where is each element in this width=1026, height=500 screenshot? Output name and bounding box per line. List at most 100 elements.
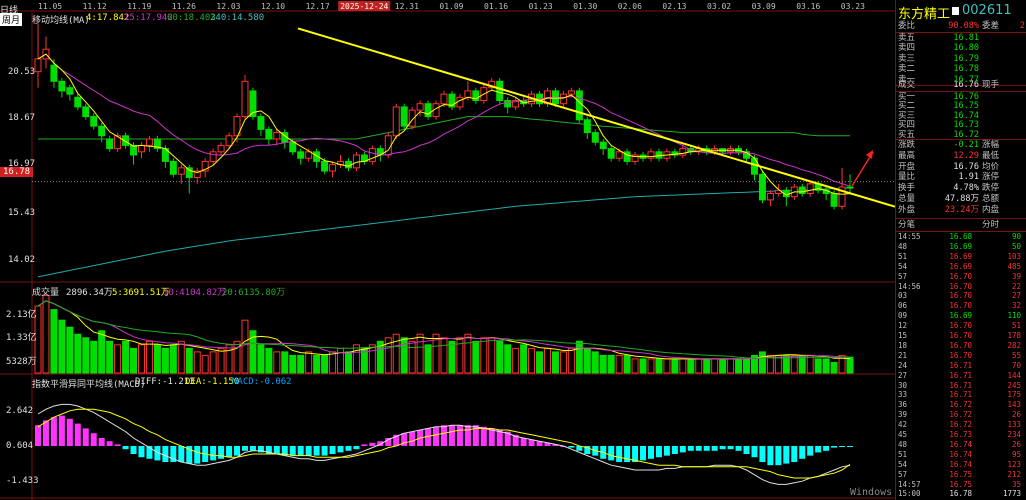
- macd-dea-line: [37, 408, 851, 479]
- chart-svg: 11.05 11.12 11.19 11.26 12.03 12.10 12.17 2025-…: [0, 0, 896, 500]
- kline-chart-area[interactable]: 11.05 11.12 11.19 11.26 12.03 12.10 12.17 2025-…: [0, 0, 896, 500]
- ma240-value: 240:14.580: [210, 13, 265, 23]
- volume-bar: [424, 344, 432, 374]
- macd-bar: [536, 441, 543, 446]
- volume-bar: [90, 340, 98, 374]
- candle-body: [368, 148, 376, 162]
- macd-bar: [520, 438, 527, 446]
- ticks-header[interactable]: 分笔 分时: [898, 220, 1000, 230]
- macd-bar: [353, 446, 360, 450]
- candle-body: [313, 151, 321, 162]
- ma60-line: [38, 116, 850, 140]
- candle-body: [607, 148, 615, 159]
- bid-row: 买二 16.75: [898, 101, 979, 112]
- volume-bar: [806, 354, 814, 374]
- macd-bar: [361, 444, 368, 446]
- date-label: 01.16: [484, 2, 508, 11]
- volume-bar: [114, 344, 122, 374]
- candle-body: [50, 64, 58, 82]
- macd-bar: [377, 441, 384, 446]
- macd-bar: [74, 423, 81, 446]
- y-tick: 14.02: [8, 255, 36, 265]
- volume-y-tick: 5328万: [6, 357, 37, 367]
- ask-row: 卖一 16.77: [898, 74, 979, 85]
- candle-body: [679, 148, 687, 156]
- macd-bar: [727, 446, 734, 450]
- volume-bar: [591, 351, 599, 374]
- ma60-value: 60:18.403: [167, 13, 216, 23]
- ma240-line: [37, 187, 851, 278]
- macd-bar: [743, 446, 750, 454]
- macd-dea: DEA:-1.150: [185, 377, 240, 387]
- volume-bar: [536, 351, 544, 374]
- macd-bar: [226, 446, 233, 458]
- date-label: 2025-12-24: [340, 2, 388, 11]
- macd-bar: [544, 442, 551, 446]
- macd-bar: [210, 446, 217, 461]
- volume-bar: [743, 358, 751, 374]
- bid-row: 买四 16.73: [898, 120, 979, 131]
- candle-body: [440, 93, 448, 105]
- volume-bar: [297, 354, 305, 374]
- period-label[interactable]: 日线: [0, 6, 19, 16]
- volume-bar: [289, 354, 297, 374]
- volume-ma20-line: [37, 300, 851, 359]
- tick-row: 33 16.71 175: [898, 390, 1021, 400]
- tick-row: 48 16.74 26: [898, 439, 1021, 449]
- volume-bar: [82, 337, 90, 374]
- tick-row: 51 16.74 95: [898, 449, 1021, 459]
- candle-body: [392, 106, 400, 137]
- macd-bar: [66, 418, 73, 446]
- macd-bar: [719, 446, 726, 450]
- date-label: 03.09: [752, 2, 776, 11]
- candle-body: [384, 135, 392, 156]
- macd-bar: [329, 446, 336, 454]
- macd-bar: [170, 446, 177, 462]
- volume-bar: [273, 351, 281, 374]
- candle-body: [241, 80, 249, 118]
- tick-row: 12 16.70 51: [898, 321, 1021, 331]
- volume-bar: [711, 358, 719, 374]
- macd-bar: [234, 446, 241, 456]
- volume-bar: [695, 358, 703, 374]
- macd-bar: [178, 446, 185, 462]
- macd-bar: [655, 446, 662, 458]
- volume-bar: [703, 358, 711, 374]
- volume-bar: [607, 354, 615, 374]
- volume-bar: [209, 351, 217, 374]
- candle-body: [591, 132, 599, 143]
- candle-body: [153, 138, 161, 150]
- macd-bar: [624, 446, 631, 462]
- current-price-tag: 16.78: [0, 167, 34, 177]
- candle-body: [249, 90, 257, 118]
- macd-bar: [472, 425, 479, 446]
- candle-body: [90, 116, 98, 127]
- macd-bar: [337, 446, 344, 453]
- macd-bar: [847, 446, 853, 447]
- tick-row: 45 16.73 234: [898, 430, 1021, 439]
- macd-bar: [249, 446, 256, 451]
- candle-body: [830, 192, 838, 207]
- volume-bar: [520, 344, 528, 374]
- candle-body: [655, 151, 663, 159]
- volume-bar: [727, 358, 735, 374]
- candle-body: [631, 154, 639, 162]
- volume-bar: [137, 344, 145, 374]
- macd-bar: [106, 441, 113, 446]
- candle-body: [766, 192, 774, 201]
- macd-y-tick: -1.433: [6, 476, 39, 486]
- volume-bar: [790, 354, 798, 374]
- date-label: 01.30: [573, 2, 597, 11]
- macd-bar: [138, 446, 145, 458]
- period-tab[interactable]: 周月: [0, 13, 23, 26]
- candle-body: [472, 90, 480, 102]
- macd-value: MACD:-0.062: [232, 377, 292, 387]
- stat-row: 开盘 16.76 均价: [898, 161, 1000, 172]
- volume-bar: [567, 347, 575, 374]
- volume-bar: [599, 354, 607, 374]
- volume-bar: [305, 351, 313, 374]
- volume-bar: [488, 337, 496, 374]
- macd-bar: [775, 446, 782, 466]
- macd-bar: [50, 417, 57, 446]
- macd-bar: [441, 425, 447, 446]
